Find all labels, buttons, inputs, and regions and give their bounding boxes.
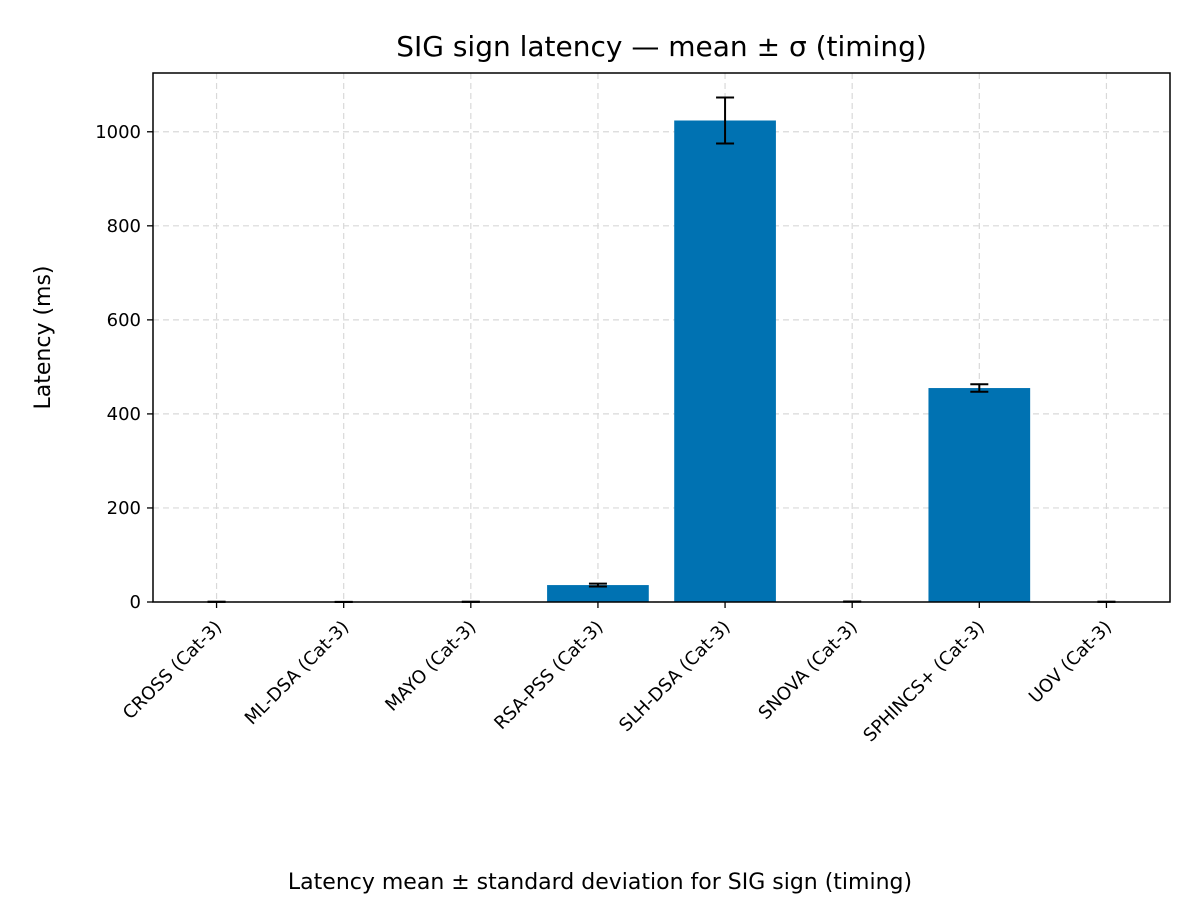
y-tick-label: 0 [130, 592, 141, 613]
y-tick-label: 400 [107, 404, 141, 425]
bar-layer [166, 120, 1158, 602]
x-tick-label: UOV (Cat-3) [1025, 617, 1116, 708]
y-tick-label: 800 [107, 216, 141, 237]
bar [928, 388, 1030, 602]
x-tick-label: ML-DSA (Cat-3) [241, 617, 353, 729]
x-tick-label: SNOVA (Cat-3) [755, 617, 862, 724]
y-axis-label: Latency (ms) [31, 265, 56, 409]
x-tick-label: CROSS (Cat-3) [119, 617, 226, 724]
x-tick-label: RSA-PSS (Cat-3) [490, 617, 607, 734]
chart-caption: Latency mean ± standard deviation for SI… [288, 870, 912, 895]
chart-title: SIG sign latency — mean ± σ (timing) [396, 30, 927, 63]
x-tick-label: MAYO (Cat-3) [381, 617, 480, 716]
bar [674, 120, 776, 602]
x-tick-label: SPHINCS+ (Cat-3) [859, 617, 988, 746]
bar [547, 585, 649, 602]
x-tick-label: SLH-DSA (Cat-3) [615, 617, 734, 736]
y-tick-label: 600 [107, 310, 141, 331]
y-tick-label: 200 [107, 498, 141, 519]
y-tick-label: 1000 [95, 122, 141, 143]
